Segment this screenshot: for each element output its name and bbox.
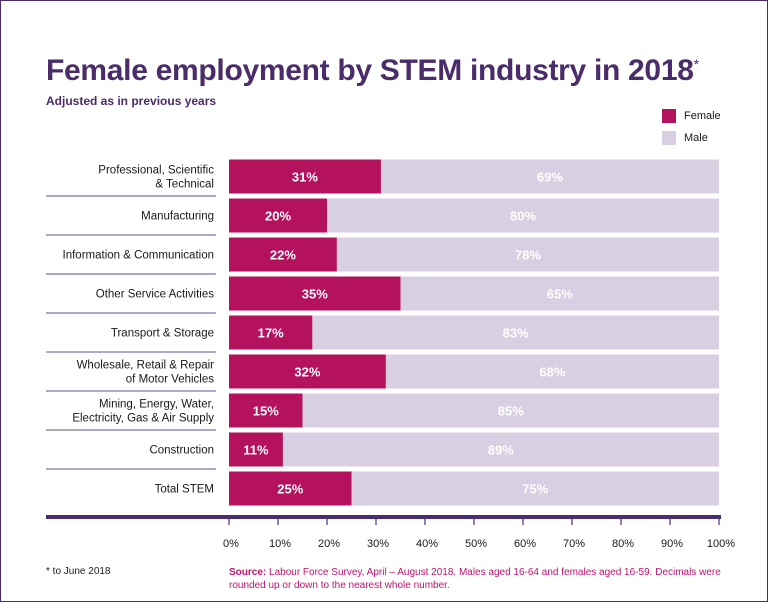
bar-female <box>229 471 352 506</box>
data-label-male: 68% <box>539 365 565 380</box>
data-label-male: 89% <box>488 443 514 458</box>
chart-title: Female employment by STEM industry in 20… <box>46 54 699 88</box>
x-tick-label: 10% <box>269 538 291 550</box>
bar-male <box>312 315 719 350</box>
data-label-female: 25% <box>277 482 303 497</box>
bar-male <box>327 198 719 233</box>
category-label: Construction <box>149 445 214 457</box>
chart-subtitle: Adjusted as in previous years <box>46 94 217 108</box>
data-label-male: 69% <box>537 170 563 185</box>
category-label: Manufacturing <box>141 211 214 223</box>
bar-male <box>385 354 719 389</box>
bar-female <box>229 315 313 350</box>
category-label: of Motor Vehicles <box>126 374 214 386</box>
bar-female <box>229 276 401 311</box>
data-label-male: 75% <box>522 482 548 497</box>
title-footnote-marker: * <box>693 56 699 72</box>
legend-item-female: Female <box>662 105 721 127</box>
bar-male <box>380 159 719 194</box>
category-label: Other Service Activities <box>96 289 214 301</box>
data-label-female: 22% <box>270 248 296 263</box>
source-label: Source: <box>229 567 267 578</box>
footnote: * to June 2018 <box>46 566 111 577</box>
legend-item-male: Male <box>662 127 721 149</box>
data-label-female: 35% <box>302 287 328 302</box>
bar-female <box>229 237 337 272</box>
x-tick-label: 40% <box>416 538 438 550</box>
x-tick-label: 70% <box>563 538 585 550</box>
bar-male <box>336 237 719 272</box>
legend: Female Male <box>662 105 721 149</box>
category-label: Information & Communication <box>63 250 214 262</box>
x-tick-label: 30% <box>367 538 389 550</box>
x-tick-label: 60% <box>514 538 536 550</box>
legend-label-female: Female <box>684 110 721 122</box>
category-label: Total STEM <box>155 484 214 496</box>
data-label-female: 31% <box>292 170 318 185</box>
chart-title-text: Female employment by STEM industry in 20… <box>46 54 694 87</box>
category-label: & Technical <box>155 179 214 191</box>
category-label: Mining, Energy, Water, <box>99 399 214 411</box>
legend-label-male: Male <box>684 132 708 144</box>
bar-female <box>229 354 386 389</box>
data-label-male: 80% <box>510 209 536 224</box>
data-label-male: 83% <box>503 326 529 341</box>
x-tick-label: 80% <box>612 538 634 550</box>
bar-male <box>282 432 719 467</box>
bar-female <box>229 198 327 233</box>
bar-female <box>229 159 381 194</box>
category-label: Wholesale, Retail & Repair <box>77 360 215 372</box>
bar-male <box>351 471 719 506</box>
x-tick-label: 20% <box>318 538 340 550</box>
data-label-female: 20% <box>265 209 291 224</box>
category-label: Electricity, Gas & Air Supply <box>72 413 214 425</box>
data-label-female: 17% <box>258 326 284 341</box>
x-tick-label: 50% <box>465 538 487 550</box>
x-tick-label: 100% <box>707 538 735 550</box>
bar-male <box>400 276 719 311</box>
source-text: Labour Force Survey, April – August 2018… <box>229 567 721 591</box>
data-label-female: 11% <box>243 443 269 458</box>
data-label-male: 85% <box>498 404 524 419</box>
category-label: Professional, Scientific <box>98 165 214 177</box>
legend-swatch-female <box>662 109 676 123</box>
x-tick-label: 90% <box>661 538 683 550</box>
legend-swatch-male <box>662 131 676 145</box>
data-label-male: 65% <box>547 287 573 302</box>
data-label-female: 32% <box>294 365 320 380</box>
bar-female <box>229 432 283 467</box>
data-label-female: 15% <box>253 404 279 419</box>
data-label-male: 78% <box>515 248 541 263</box>
source-note: Source: Labour Force Survey, April – Aug… <box>229 566 729 592</box>
bar-male <box>302 393 719 428</box>
category-label: Transport & Storage <box>111 328 214 340</box>
x-tick-label: 0% <box>223 538 239 550</box>
bar-female <box>229 393 303 428</box>
